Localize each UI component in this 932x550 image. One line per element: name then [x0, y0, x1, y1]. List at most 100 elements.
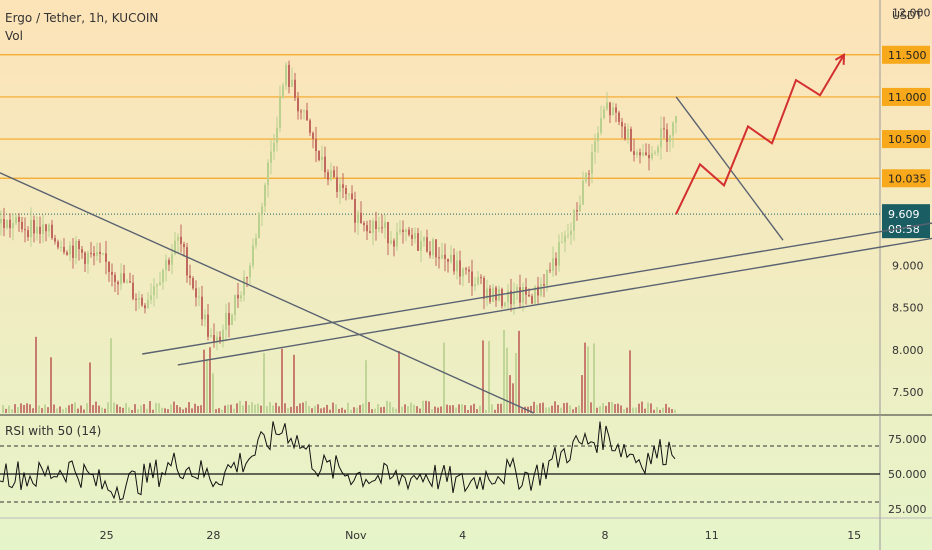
- candle-body: [255, 238, 257, 246]
- candle-body: [420, 241, 422, 251]
- candle-body: [228, 312, 230, 326]
- volume-bar: [182, 409, 184, 413]
- volume-bar: [332, 402, 334, 413]
- volume-bar: [590, 402, 592, 413]
- volume-bar: [632, 407, 634, 413]
- candle-body: [465, 268, 467, 270]
- volume-bar: [191, 408, 193, 413]
- candle-body: [75, 240, 77, 258]
- candle-body: [615, 107, 617, 113]
- candle-body: [90, 252, 92, 254]
- volume-bar: [47, 407, 49, 413]
- volume-bar: [128, 407, 130, 413]
- candle-body: [246, 277, 248, 279]
- candle-body: [642, 152, 644, 156]
- volume-bar: [56, 408, 58, 413]
- volume-bar: [257, 403, 259, 413]
- volume-bar: [653, 409, 655, 413]
- candle-body: [468, 269, 470, 272]
- candle-body: [546, 269, 548, 286]
- candle-body: [507, 290, 509, 303]
- volume-bar: [104, 408, 106, 413]
- volume-bar: [422, 400, 424, 413]
- candle-body: [444, 254, 446, 259]
- volume-bar: [146, 408, 148, 413]
- volume-bar: [353, 407, 355, 413]
- candle-body: [609, 102, 611, 116]
- volume-bar: [479, 405, 481, 413]
- volume-bar: [638, 403, 640, 413]
- ascending-channel-lower[interactable]: [177, 222, 932, 366]
- volume-bar: [515, 353, 517, 413]
- rsi-tick-label: 75.000: [888, 433, 927, 446]
- volume-bar: [65, 407, 67, 413]
- volume-bar: [359, 405, 361, 413]
- candle-body: [9, 219, 11, 229]
- volume-bar: [554, 401, 556, 413]
- candle-body: [561, 242, 563, 244]
- volume-bar: [158, 403, 160, 413]
- volume-bar: [566, 402, 568, 413]
- volume-bar: [500, 403, 502, 413]
- candle-body: [471, 271, 473, 287]
- candle-body: [459, 260, 461, 277]
- volume-bar: [560, 407, 562, 413]
- volume-bar: [494, 409, 496, 413]
- volume-bar: [83, 409, 85, 413]
- descending-resistance[interactable]: [675, 96, 784, 241]
- volume-bar: [539, 403, 541, 413]
- candle-body: [603, 109, 605, 119]
- volume-bar: [581, 375, 583, 413]
- candle-body: [327, 172, 329, 180]
- volume-bar: [485, 409, 487, 413]
- candle-body: [618, 112, 620, 122]
- candle-body: [252, 245, 254, 266]
- rsi-tick-label: 25.000: [888, 503, 927, 516]
- candle-body: [531, 296, 533, 304]
- volume-bar: [5, 408, 7, 413]
- candle-body: [120, 273, 122, 285]
- candle-body: [666, 129, 668, 142]
- volume-bar: [605, 405, 607, 413]
- volume-bar: [230, 404, 232, 413]
- volume-bar: [509, 375, 511, 413]
- volume-bar: [119, 406, 121, 413]
- candle-body: [624, 126, 626, 139]
- candle-body: [558, 242, 560, 266]
- candle-body: [582, 180, 584, 205]
- volume-bar: [2, 405, 4, 413]
- volume-bar: [143, 404, 145, 413]
- volume-bar: [452, 405, 454, 413]
- symbol-title: Ergo / Tether, 1h, KUCOIN: [5, 11, 159, 25]
- volume-bar: [446, 404, 448, 413]
- volume-bar: [44, 404, 46, 413]
- candle-body: [168, 259, 170, 265]
- volume-bar: [374, 408, 376, 413]
- candle-body: [99, 251, 101, 255]
- candle-body: [435, 239, 437, 258]
- volume-bar: [71, 403, 73, 413]
- candle-body: [645, 152, 647, 155]
- volume-bar: [32, 408, 34, 413]
- volume-bar: [176, 405, 178, 413]
- ascending-channel-upper[interactable]: [142, 207, 932, 355]
- candle-body: [222, 329, 224, 342]
- candle-body: [432, 239, 434, 256]
- candle-body: [123, 273, 125, 283]
- candle-body: [396, 231, 398, 247]
- volume-bar: [68, 405, 70, 413]
- level-label: 10.035: [888, 172, 927, 185]
- descending-line-long[interactable]: [0, 172, 535, 414]
- candle-body: [153, 286, 155, 296]
- volume-bar: [599, 406, 601, 413]
- volume-bar: [92, 405, 94, 413]
- volume-bar: [245, 401, 247, 413]
- projection-path[interactable]: [675, 54, 845, 215]
- candle-body: [12, 223, 14, 229]
- candle-body: [87, 252, 89, 264]
- candle-body: [519, 287, 521, 303]
- candle-body: [441, 254, 443, 259]
- volume-bar: [275, 402, 277, 413]
